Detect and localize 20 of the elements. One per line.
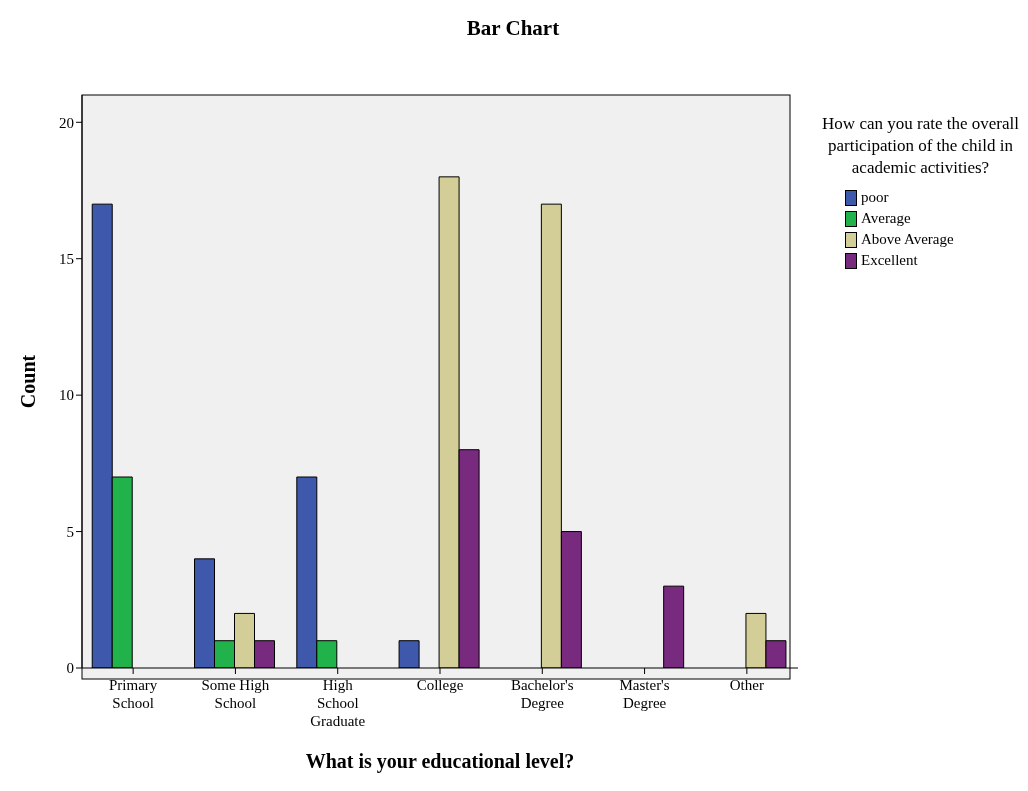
y-tick-label: 5 <box>66 523 74 540</box>
x-tick-label: Other <box>729 677 764 693</box>
x-tick-label: Some High School <box>201 677 270 711</box>
legend-title: How can you rate the overall participation of the child in academic activities? <box>821 113 1020 179</box>
x-tick-label: Bachelor's Degree <box>510 677 574 711</box>
legend-label: poor <box>861 188 889 207</box>
x-axis-title: What is your educational level? <box>305 750 575 773</box>
legend-label: Above Average <box>861 230 954 249</box>
y-axis-title: Count <box>17 354 40 409</box>
y-tick-label: 15 <box>59 251 74 268</box>
y-tick-label: 20 <box>59 114 74 131</box>
legend-label: Average <box>861 209 911 228</box>
y-tick-label: 0 <box>66 660 74 677</box>
legend-label: Excellent <box>861 251 918 270</box>
x-tick-label: High School Graduate <box>310 677 366 729</box>
x-tick-label: College <box>416 677 464 693</box>
x-tick-label: Primary School <box>108 677 158 711</box>
chart-title: Bar Chart <box>465 16 561 41</box>
y-tick-label: 10 <box>59 387 74 404</box>
x-tick-label: Master's Degree <box>619 677 670 711</box>
